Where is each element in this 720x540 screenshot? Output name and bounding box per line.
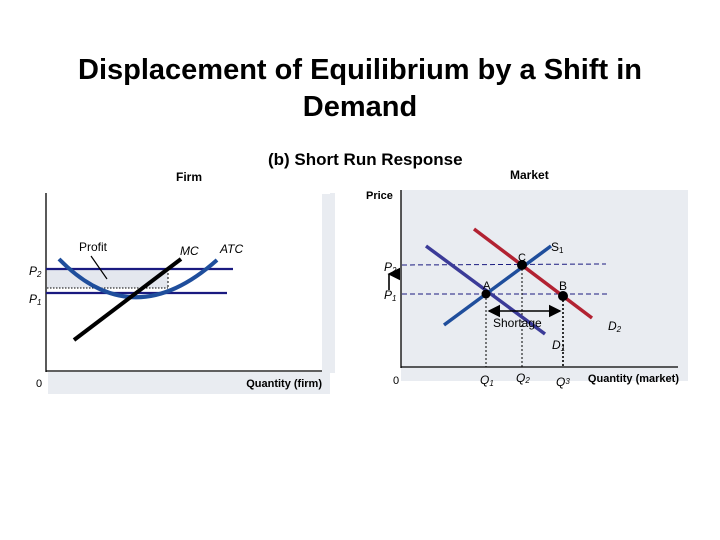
subtitle: (b) Short Run Response — [268, 150, 463, 169]
point-b — [558, 291, 568, 301]
firm-chart: Profit MC ATC P2 P1 0 Quantity (firm) — [29, 192, 330, 394]
mc-curve — [72, 257, 183, 342]
point-c-label: C — [518, 252, 526, 264]
market-p2-label: P2 — [384, 260, 397, 275]
d2-label: D2 — [608, 319, 622, 334]
point-b-label: B — [559, 279, 567, 293]
title-line-1: Displacement of Equilibrium by a Shift i… — [78, 54, 642, 86]
market-chart: Price S1 C A B Shortage D2 D1 P2 P1 0 Q1… — [330, 190, 688, 389]
market-panel-title: Market — [510, 168, 549, 182]
profit-label: Profit — [79, 240, 108, 254]
firm-origin-label: 0 — [36, 378, 42, 390]
s1-curve — [442, 244, 553, 327]
d2-curve — [472, 227, 594, 320]
market-x-axis-label: Quantity (market) — [588, 373, 679, 385]
firm-panel-title: Firm — [176, 170, 203, 184]
point-a — [481, 289, 491, 299]
firm-p2-label: P2 — [29, 264, 42, 279]
s1-label: S1 — [551, 240, 564, 255]
q2-label: Q2 — [516, 371, 530, 385]
firm-x-axis-label: Quantity (firm) — [246, 378, 322, 390]
atc-label: ATC — [219, 242, 243, 256]
title-line-2: Demand — [302, 91, 418, 123]
q1-label: Q1 — [480, 373, 494, 388]
market-y-axis-label: Price — [366, 190, 393, 202]
q3-label: Q3 — [556, 375, 570, 389]
slide-title: Displacement of Equilibrium by a Shift i… — [0, 52, 720, 126]
mc-label: MC — [180, 244, 199, 258]
market-origin-label: 0 — [393, 375, 399, 387]
market-p1-label: P1 — [384, 288, 396, 303]
point-a-label: A — [483, 280, 491, 292]
atc-curve — [57, 257, 219, 300]
profit-area — [47, 269, 168, 288]
market-p2-line — [401, 263, 607, 266]
point-c — [517, 260, 527, 270]
profit-pointer — [90, 255, 108, 280]
shortage-label: Shortage — [493, 316, 542, 330]
d1-label: D1 — [552, 338, 565, 353]
firm-p1-label: P1 — [29, 292, 41, 307]
market-panel-bg — [401, 190, 688, 381]
